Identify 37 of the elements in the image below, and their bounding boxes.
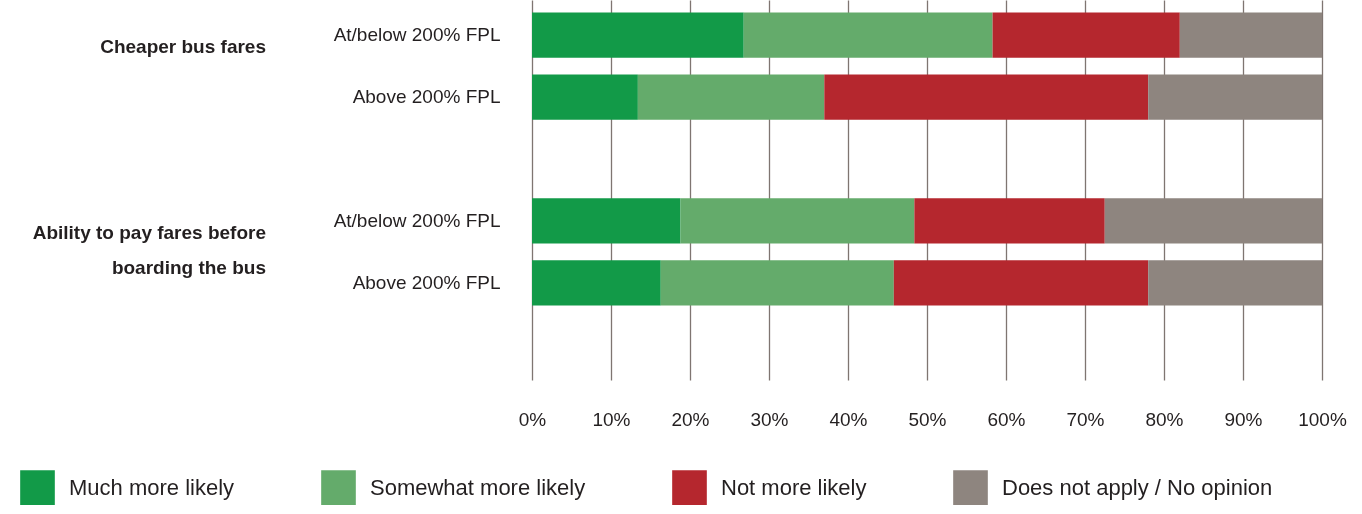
- bar: [1148, 260, 1322, 306]
- bar: [680, 198, 915, 244]
- y-tick-label: At/below 200% FPL: [333, 210, 501, 231]
- x-tick-label: 20%: [671, 408, 710, 430]
- y-tick-label: Above 200% FPL: [352, 86, 501, 108]
- legend-label: Does not apply / No opinion: [1002, 474, 1273, 500]
- x-tick-label: 30%: [750, 408, 789, 430]
- bar: [1104, 198, 1322, 244]
- bar: [1148, 74, 1322, 120]
- legend-label: Much more likely: [69, 474, 235, 500]
- x-tick-label: 70%: [1066, 408, 1105, 430]
- bar: [824, 74, 1149, 120]
- bar: [532, 74, 638, 120]
- bar: [1179, 12, 1322, 58]
- legend-label: Somewhat more likely: [370, 474, 586, 500]
- bar: [893, 260, 1149, 306]
- x-tick-label: 90%: [1224, 408, 1263, 430]
- bar: [532, 12, 744, 58]
- x-tick-label: 10%: [592, 408, 631, 430]
- text: Cheaper bus fares: [100, 36, 266, 58]
- bar: [992, 12, 1180, 58]
- text: Ability to pay fares before boarding the bus: [32, 222, 266, 278]
- bar: [637, 74, 825, 120]
- x-tick-label: 40%: [829, 408, 868, 430]
- bar: [914, 198, 1105, 244]
- bar: [743, 12, 993, 58]
- x-tick-label: 60%: [987, 408, 1026, 430]
- x-tick-label: 100%: [1298, 408, 1347, 430]
- bar: [660, 260, 894, 306]
- x-tick-label: 0%: [518, 408, 547, 430]
- bar: [532, 260, 661, 306]
- x-tick-label: 80%: [1145, 408, 1184, 430]
- y-tick-label: At/below 200% FPL: [333, 24, 501, 46]
- legend-label: Not more likely: [721, 474, 867, 500]
- y-tick-label: Above 200% FPL: [352, 271, 501, 293]
- bar: [532, 198, 681, 244]
- x-tick-label: 50%: [908, 408, 947, 430]
